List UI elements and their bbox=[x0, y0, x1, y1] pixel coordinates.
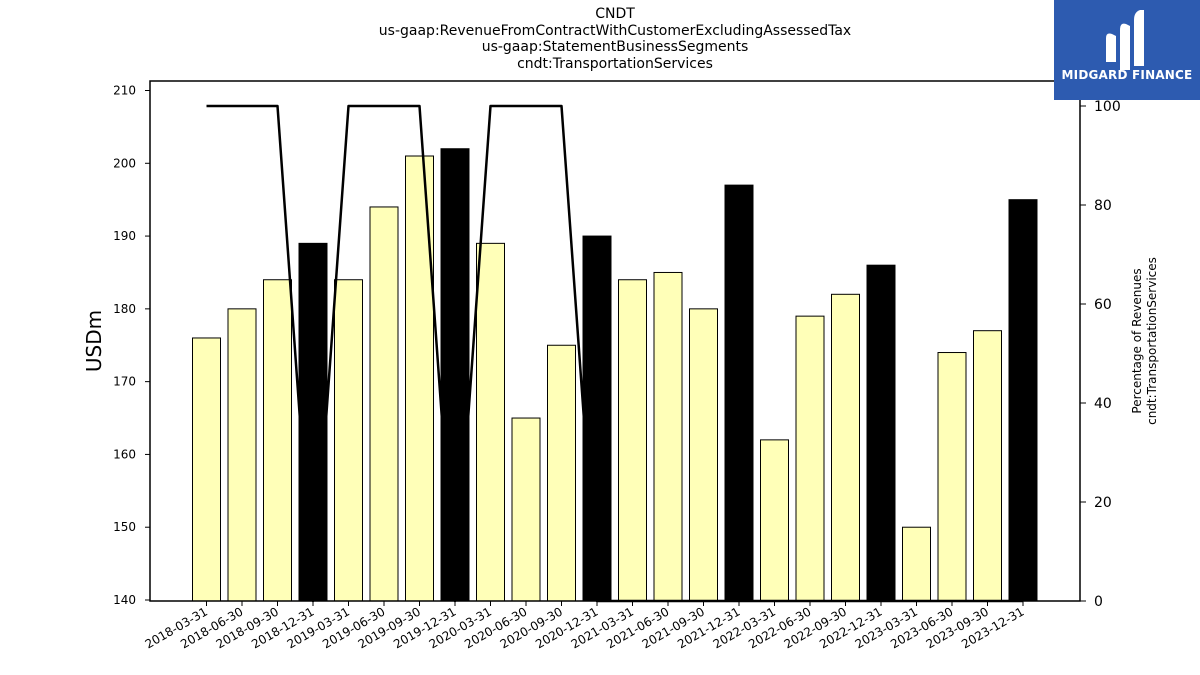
percentage-line bbox=[206, 104, 1023, 603]
chart-title: CNDT us-gaap:RevenueFromContractWithCust… bbox=[265, 6, 965, 72]
midgard-finance-logo: MIDGARD FINANCE bbox=[1054, 0, 1200, 100]
bar-2018-06-30 bbox=[227, 308, 257, 602]
y2-axis-label-line-1: Percentage of Revenues bbox=[1130, 268, 1144, 413]
y-tick-label: 150 bbox=[113, 520, 136, 534]
chart-title-line-3: us-gaap:StatementBusinessSegments bbox=[481, 39, 749, 55]
bar-2021-09-30 bbox=[689, 308, 718, 602]
bar-2018-03-31 bbox=[192, 337, 221, 602]
bar-2020-09-30 bbox=[547, 344, 576, 602]
bar-2023-09-30 bbox=[973, 330, 1002, 602]
bar-2019-12-31 bbox=[440, 148, 470, 602]
y-tick-label: 140 bbox=[113, 593, 136, 607]
y-tick-label: 160 bbox=[113, 447, 136, 461]
y2-tick-label: 80 bbox=[1094, 198, 1112, 214]
y2-tick-label: 40 bbox=[1094, 396, 1112, 412]
bar-2020-12-31 bbox=[582, 235, 612, 602]
y-tick-label: 170 bbox=[113, 375, 136, 389]
bar-2022-03-31 bbox=[760, 439, 789, 602]
bar-2022-06-30 bbox=[795, 315, 825, 602]
bar-series bbox=[192, 148, 1038, 602]
y2-axis-label-line-2: cndt:TransportationServices bbox=[1145, 257, 1159, 425]
y-tick-label: 200 bbox=[113, 156, 136, 170]
logo-text: MIDGARD FINANCE bbox=[1061, 68, 1193, 82]
y-tick-label: 190 bbox=[113, 229, 136, 243]
bar-2023-06-30 bbox=[937, 352, 967, 602]
x-axis-ticks: 2018-03-312018-06-302018-09-302018-12-31… bbox=[143, 601, 1027, 651]
bar-2018-09-30 bbox=[263, 279, 292, 602]
y-axis-ticks: 140 150 160 170 180 190 200 210 bbox=[113, 84, 150, 607]
y-tick-label: 180 bbox=[113, 302, 136, 316]
plot-frame bbox=[149, 80, 1081, 602]
chart-title-line-4: cndt:TransportationServices bbox=[517, 55, 713, 72]
bar-2020-03-31 bbox=[476, 242, 505, 602]
bar-2021-06-30 bbox=[653, 271, 683, 602]
y-axis-label: USDm bbox=[82, 310, 106, 372]
y2-axis-ticks: 0 20 40 60 80 100 bbox=[1080, 99, 1121, 610]
logo-mark-icon bbox=[1106, 10, 1144, 71]
y2-tick-label: 0 bbox=[1094, 594, 1103, 610]
bar-2019-03-31 bbox=[334, 279, 363, 602]
bar-2023-12-31 bbox=[1008, 199, 1038, 602]
y2-tick-label: 20 bbox=[1094, 495, 1112, 511]
bar-2018-12-31 bbox=[298, 242, 328, 602]
chart-title-line-1: CNDT bbox=[595, 6, 635, 22]
bar-2019-06-30 bbox=[369, 206, 399, 602]
y-tick-label: 210 bbox=[113, 84, 136, 98]
bar-2021-03-31 bbox=[618, 279, 647, 602]
bar-2019-09-30 bbox=[405, 155, 434, 602]
y2-tick-label: 100 bbox=[1094, 99, 1121, 115]
bar-2020-06-30 bbox=[511, 417, 541, 602]
y2-tick-label: 60 bbox=[1094, 297, 1112, 313]
chart-title-line-2: us-gaap:RevenueFromContractWithCustomerE… bbox=[378, 22, 852, 39]
bar-2022-12-31 bbox=[866, 264, 896, 602]
bar-2023-03-31 bbox=[902, 526, 931, 602]
bar-2022-09-30 bbox=[831, 293, 860, 602]
bar-2021-12-31 bbox=[724, 184, 754, 602]
